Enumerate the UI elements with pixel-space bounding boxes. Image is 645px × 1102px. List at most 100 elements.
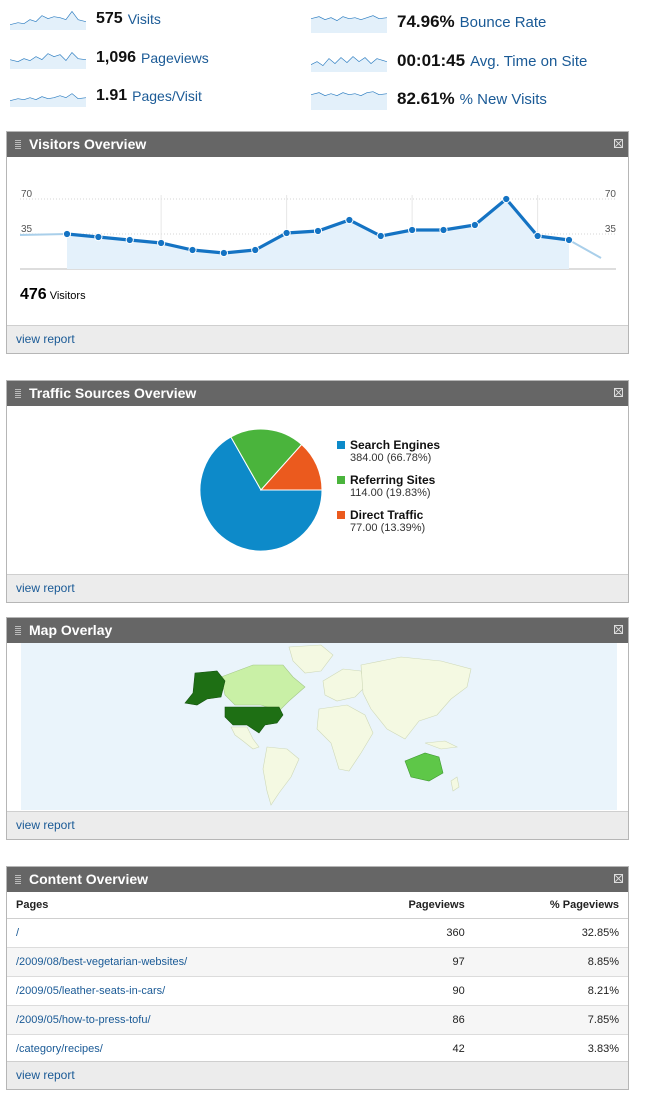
page-link[interactable]: /2009/05/leather-seats-in-cars/ (16, 985, 166, 997)
pie-legend: Search Engines 384.00 (66.78%) Referring… (337, 438, 440, 543)
data-point (219, 248, 228, 258)
data-point (125, 235, 134, 245)
panel-header[interactable]: Content Overview (7, 867, 628, 892)
map-region-greenland (288, 644, 334, 674)
legend-item-referring-sites: Referring Sites 114.00 (19.83%) (337, 473, 440, 508)
panel-header[interactable]: Visitors Overview (7, 132, 628, 157)
y-tick-label-right: 35 (605, 224, 617, 235)
panel-footer: view report (7, 1061, 628, 1089)
drag-handle-icon[interactable] (15, 626, 21, 635)
pageviews-cell: 86 (342, 1005, 474, 1035)
view-report-link[interactable]: view report (16, 332, 75, 346)
data-point (62, 229, 72, 239)
panel-header[interactable]: Traffic Sources Overview (7, 381, 628, 406)
view-report-link[interactable]: view report (16, 1068, 75, 1082)
metric-pageviews[interactable]: 1,096 Pageviews (10, 46, 209, 70)
visitors-total-value: 476 (20, 286, 47, 303)
metric-label[interactable]: Bounce Rate (459, 13, 547, 31)
metric-value: 74.96% (397, 12, 455, 31)
metric-visits[interactable]: 575 Visits (10, 7, 161, 31)
panel-footer: view report (7, 811, 628, 839)
legend-detail: 114.00 (19.83%) (350, 487, 431, 499)
column-header-pct-pageviews[interactable]: % Pageviews (473, 892, 628, 919)
world-map[interactable] (21, 643, 617, 810)
close-icon[interactable] (614, 625, 623, 634)
pct-pageviews-cell: 8.21% (473, 976, 628, 1006)
table-row: /2009/08/best-vegetarian-websites/ 97 8.… (7, 947, 628, 977)
legend-name: Direct Traffic (350, 508, 424, 522)
legend-name: Search Engines (350, 438, 441, 452)
view-report-link[interactable]: view report (16, 818, 75, 832)
data-point (94, 232, 103, 242)
metric-label[interactable]: Pageviews (141, 50, 209, 66)
metric-value: 1.91 (96, 87, 128, 104)
pct-pageviews-cell: 7.85% (473, 1005, 628, 1035)
map-region-asia (360, 656, 472, 740)
map-region-alaska (184, 670, 226, 706)
legend-swatch (337, 476, 345, 484)
series-lead-line (19, 233, 68, 236)
metric-pages-per-visit[interactable]: 1.91 Pages/Visit (10, 84, 202, 108)
metric-label[interactable]: % New Visits (459, 90, 547, 108)
map-region-australia (404, 752, 444, 782)
data-point (564, 235, 574, 245)
map-region-africa (316, 704, 374, 772)
map-region-south-america (262, 746, 300, 806)
y-tick-label-right: 70 (605, 189, 617, 200)
panel-footer: view report (7, 325, 628, 353)
visitors-overview-panel: Visitors Overview 70 70 35 35 476 Visitors v… (6, 131, 629, 354)
data-point (188, 245, 197, 255)
legend-swatch (337, 511, 345, 519)
page-link[interactable]: / (16, 927, 20, 939)
data-point (533, 231, 542, 241)
pct-pageviews-cell: 3.83% (473, 1034, 628, 1064)
metric-avg-time[interactable]: 00:01:45 Avg. Time on Site (311, 49, 587, 73)
map-region-europe (322, 668, 366, 702)
data-point (157, 238, 166, 248)
map-region-new-zealand (450, 776, 460, 792)
page-link[interactable]: /2009/05/how-to-press-tofu/ (16, 1014, 151, 1026)
metric-bounce-rate[interactable]: 74.96% Bounce Rate (311, 10, 546, 34)
pageviews-cell: 42 (342, 1034, 474, 1064)
table-row: / 360 32.85% (7, 918, 628, 948)
data-point (439, 225, 448, 235)
series-trail-line (568, 239, 602, 259)
close-icon[interactable] (614, 388, 623, 397)
page-link[interactable]: /category/recipes/ (16, 1043, 103, 1055)
content-table: Pages Pageviews % Pageviews / 360 32.85%… (7, 892, 628, 1064)
pct-pageviews-cell: 32.85% (473, 918, 628, 948)
map-region-indonesia (424, 740, 459, 750)
metric-label[interactable]: Avg. Time on Site (470, 52, 588, 70)
metric-label[interactable]: Pages/Visit (132, 88, 202, 104)
metric-value: 00:01:45 (397, 51, 466, 70)
pageviews-cell: 97 (342, 947, 474, 977)
panel-title: Visitors Overview (29, 136, 147, 152)
close-icon[interactable] (614, 874, 623, 883)
metric-new-visits[interactable]: 82.61% % New Visits (311, 87, 547, 111)
sparkline-icon (311, 15, 387, 33)
drag-handle-icon[interactable] (15, 389, 21, 398)
metric-value: 575 (96, 10, 123, 27)
data-point (345, 215, 354, 225)
close-icon[interactable] (614, 139, 623, 148)
column-header-pageviews[interactable]: Pageviews (342, 892, 474, 919)
metric-label[interactable]: Visits (127, 11, 161, 27)
column-header-pages[interactable]: Pages (7, 892, 343, 919)
view-report-link[interactable]: view report (16, 581, 75, 595)
drag-handle-icon[interactable] (15, 875, 21, 884)
data-point (470, 220, 479, 230)
panel-title: Content Overview (29, 871, 149, 887)
panel-header[interactable]: Map Overlay (7, 618, 628, 643)
table-row: /2009/05/how-to-press-tofu/ 86 7.85% (7, 1005, 628, 1035)
map-region-canada (220, 664, 306, 712)
data-point (251, 245, 260, 255)
page-link[interactable]: /2009/08/best-vegetarian-websites/ (16, 956, 188, 968)
pie-slice-referring-sites (230, 428, 303, 491)
data-point (313, 226, 323, 236)
panel-title: Traffic Sources Overview (29, 385, 197, 401)
pie-slice-direct-traffic (259, 443, 323, 491)
panel-footer: view report (7, 574, 628, 602)
map-region-usa (224, 706, 284, 734)
content-overview-panel: Content Overview Pages Pageviews % Pagev… (6, 866, 629, 1090)
drag-handle-icon[interactable] (15, 140, 21, 149)
